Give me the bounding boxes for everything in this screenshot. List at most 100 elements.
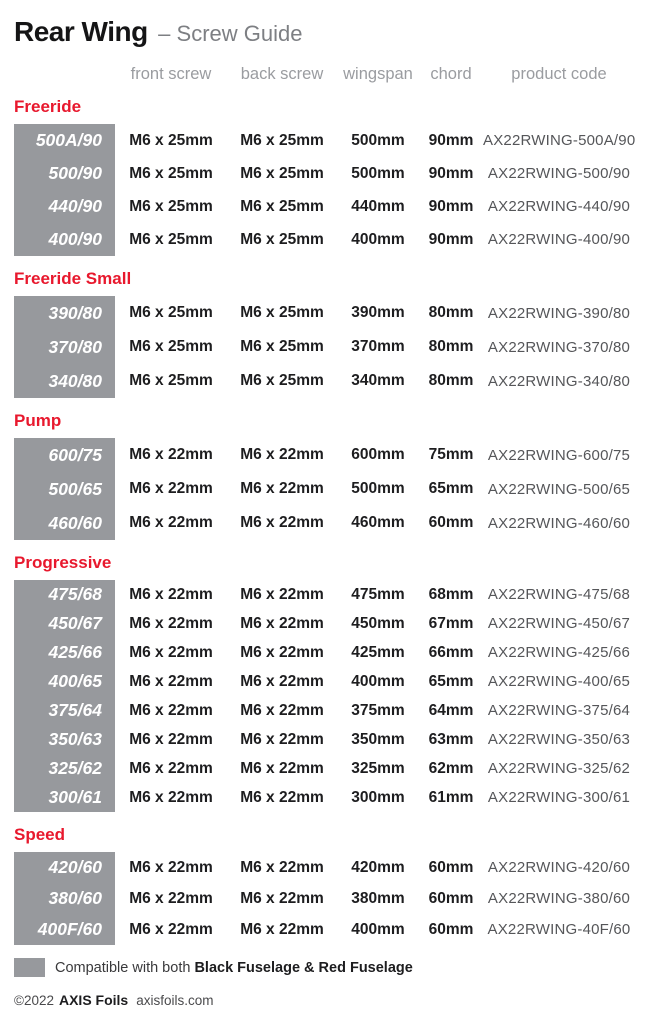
column-header-chord: chord [430, 64, 472, 83]
model-label: 340/80 [48, 370, 102, 391]
chord-value: 60mm [428, 514, 474, 531]
product-code-value: AX22RWING-40F/60 [487, 921, 631, 938]
wingspan-value: 400mm [351, 230, 405, 248]
brand-name: AXIS Foils [58, 992, 129, 1008]
table-row: 350/63 M6 x 22mm M6 x 22mm 350mm 63mm AX… [14, 725, 643, 754]
model-label: 420/60 [48, 857, 102, 877]
wingspan-value: 340mm [351, 372, 405, 389]
wingspan-value: 350mm [351, 730, 405, 748]
chord-value: 64mm [428, 701, 474, 719]
front-screw-value: M6 x 25mm [129, 372, 213, 389]
section-rows: 600/75 M6 x 22mm M6 x 22mm 600mm 75mm AX… [14, 438, 643, 540]
model-label: 500A/90 [35, 130, 102, 150]
chord-value: 90mm [428, 230, 474, 248]
front-screw-value: M6 x 22mm [129, 672, 213, 690]
chord-value: 65mm [428, 672, 474, 690]
fuselage-compatibility-legend: Compatible with both Black Fuselage & Re… [14, 958, 643, 977]
table-row: 380/60 M6 x 22mm M6 x 22mm 380mm 60mm AX… [14, 883, 643, 914]
back-screw-value: M6 x 22mm [240, 672, 324, 690]
model-label: 460/60 [48, 512, 102, 533]
product-code-value: AX22RWING-475/68 [487, 586, 631, 603]
website-link[interactable]: axisfoils.com [136, 993, 214, 1008]
table-row: 390/80 M6 x 25mm M6 x 25mm 390mm 80mm AX… [14, 296, 643, 330]
front-screw-value: M6 x 22mm [129, 858, 213, 876]
model-label: 300/61 [48, 787, 102, 807]
product-code-value: AX22RWING-390/80 [487, 304, 631, 322]
table-sections: Freeride 500A/90 M6 x 25mm M6 x 25mm 500… [14, 97, 643, 945]
back-screw-value: M6 x 22mm [240, 701, 324, 719]
product-code-value: AX22RWING-325/62 [487, 760, 631, 777]
product-code-value: AX22RWING-300/61 [487, 789, 631, 806]
back-screw-value: M6 x 22mm [240, 480, 324, 497]
model-label: 350/63 [48, 729, 102, 749]
column-header-front-screw: front screw [130, 64, 212, 83]
back-screw-value: M6 x 25mm [240, 197, 324, 215]
model-label: 400/90 [48, 229, 102, 249]
product-code-value: AX22RWING-500/65 [487, 480, 631, 498]
model-label: 380/60 [48, 888, 102, 908]
column-header-product-code: product code [511, 64, 607, 83]
section-rows: 390/80 M6 x 25mm M6 x 25mm 390mm 80mm AX… [14, 296, 643, 398]
table-row: 375/64 M6 x 22mm M6 x 22mm 375mm 64mm AX… [14, 696, 643, 725]
front-screw-value: M6 x 25mm [129, 131, 213, 149]
back-screw-value: M6 x 22mm [240, 643, 324, 661]
wingspan-value: 460mm [351, 514, 405, 531]
back-screw-value: M6 x 25mm [240, 304, 324, 321]
front-screw-value: M6 x 25mm [129, 164, 213, 182]
chord-value: 68mm [428, 585, 474, 603]
table-row: 475/68 M6 x 22mm M6 x 22mm 475mm 68mm AX… [14, 580, 643, 609]
wingspan-value: 440mm [351, 197, 405, 215]
back-screw-value: M6 x 22mm [240, 514, 324, 531]
wingspan-value: 450mm [351, 614, 405, 632]
back-screw-value: M6 x 25mm [240, 372, 324, 389]
wing-section: Progressive 475/68 M6 x 22mm M6 x 22mm 4… [14, 553, 643, 812]
back-screw-value: M6 x 22mm [240, 788, 324, 806]
product-code-value: AX22RWING-400/90 [487, 231, 631, 248]
product-code-value: AX22RWING-420/60 [487, 859, 631, 876]
wingspan-value: 425mm [351, 643, 405, 661]
page-header: Rear Wing – Screw Guide [14, 16, 643, 48]
wingspan-value: 380mm [351, 889, 405, 907]
front-screw-value: M6 x 22mm [129, 889, 213, 907]
wingspan-value: 500mm [351, 164, 405, 182]
wing-section: Freeride Small 390/80 M6 x 25mm M6 x 25m… [14, 269, 643, 398]
model-label: 475/68 [48, 584, 102, 604]
copyright-line: ©2022 AXIS Foils axisfoils.com [14, 992, 214, 1008]
model-label: 500/90 [48, 163, 102, 183]
front-screw-value: M6 x 22mm [129, 643, 213, 661]
table-row: 440/90 M6 x 25mm M6 x 25mm 440mm 90mm AX… [14, 190, 643, 223]
product-code-value: AX22RWING-350/63 [487, 731, 631, 748]
chord-value: 80mm [428, 372, 474, 389]
table-row: 300/61 M6 x 22mm M6 x 22mm 300mm 61mm AX… [14, 783, 643, 812]
chord-value: 66mm [428, 643, 474, 661]
section-title: Freeride [14, 97, 82, 116]
product-code-value: AX22RWING-440/90 [487, 198, 631, 215]
model-label: 425/66 [48, 642, 102, 662]
section-rows: 500A/90 M6 x 25mm M6 x 25mm 500mm 90mm A… [14, 124, 643, 256]
chord-value: 60mm [428, 920, 474, 938]
front-screw-value: M6 x 22mm [129, 614, 213, 632]
chord-value: 90mm [428, 197, 474, 215]
column-header-back-screw: back screw [240, 64, 324, 83]
chord-value: 90mm [428, 131, 474, 149]
back-screw-value: M6 x 22mm [240, 730, 324, 748]
wingspan-value: 400mm [351, 920, 405, 938]
table-row: 370/80 M6 x 25mm M6 x 25mm 370mm 80mm AX… [14, 330, 643, 364]
product-code-value: AX22RWING-425/66 [487, 644, 631, 661]
product-code-value: AX22RWING-500A/90 [483, 132, 636, 149]
legend-text-bold: Black Fuselage & Red Fuselage [194, 959, 413, 976]
table-row: 600/75 M6 x 22mm M6 x 22mm 600mm 75mm AX… [14, 438, 643, 472]
wing-section: Freeride 500A/90 M6 x 25mm M6 x 25mm 500… [14, 97, 643, 256]
chord-value: 75mm [428, 446, 474, 463]
front-screw-value: M6 x 22mm [129, 514, 213, 531]
table-row: 500/65 M6 x 22mm M6 x 22mm 500mm 65mm AX… [14, 472, 643, 506]
wing-section: Speed 420/60 M6 x 22mm M6 x 22mm 420mm 6… [14, 825, 643, 945]
product-code-value: AX22RWING-375/64 [487, 702, 631, 719]
wing-section: Pump 600/75 M6 x 22mm M6 x 22mm 600mm 75… [14, 411, 643, 540]
model-label: 500/65 [48, 478, 102, 499]
front-screw-value: M6 x 25mm [129, 304, 213, 321]
front-screw-value: M6 x 22mm [129, 920, 213, 938]
wingspan-value: 390mm [351, 304, 405, 321]
column-header-row: front screw back screw wingspan chord pr… [14, 64, 643, 84]
front-screw-value: M6 x 25mm [129, 230, 213, 248]
